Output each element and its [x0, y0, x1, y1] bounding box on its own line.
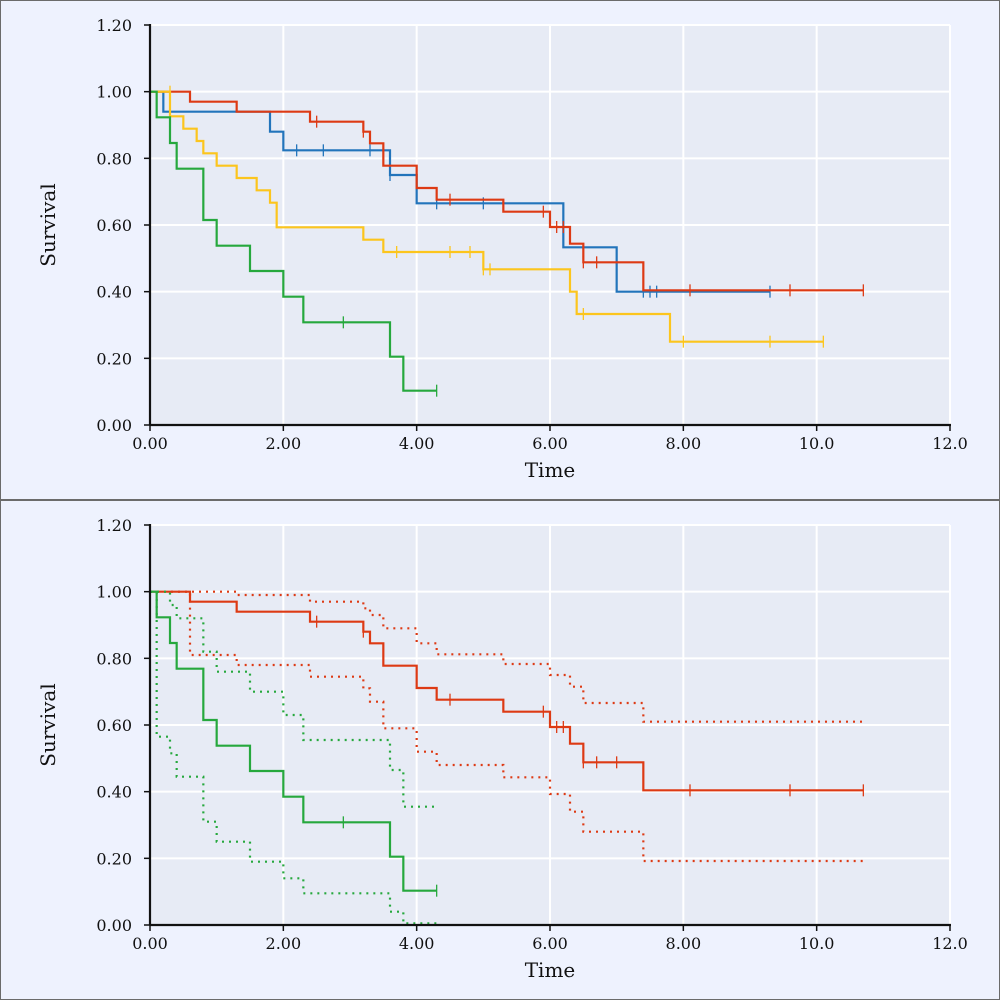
series-line-2 [150, 590, 864, 863]
x-tick-label: 4.00 [399, 434, 435, 453]
series-line-3 [150, 90, 437, 392]
y-tick-label: 0.40 [96, 283, 132, 302]
y-axis-title: Survival [36, 683, 60, 766]
y-tick-label: 1.00 [96, 83, 132, 102]
survival-chart-bottom: 0.00 2.00 4.00 6.00 8.00 10.0 12.0 0.00 0.20 0.40… [36, 516, 968, 982]
y-tick-label: 0.20 [96, 349, 132, 368]
y-tick-label: 1.20 [96, 16, 132, 35]
x-tick-label: 4.00 [399, 934, 435, 953]
y-tick-label: 0.00 [96, 416, 132, 435]
x-tick-label: 10.0 [799, 934, 835, 953]
y-tick-label: 0.60 [96, 716, 132, 735]
x-tick-label: 0.00 [132, 434, 168, 453]
series-line-2 [150, 90, 824, 343]
x-tick-label: 6.00 [532, 934, 568, 953]
y-tick-label: 0.20 [96, 849, 132, 868]
chart-panel-bottom: 0.00 2.00 4.00 6.00 8.00 10.0 12.0 0.00 0.20 0.40… [0, 500, 1000, 1000]
y-tick-label: 1.20 [96, 516, 132, 535]
series-line-3 [150, 590, 437, 892]
series-line-4 [150, 590, 437, 808]
x-tick-label: 8.00 [666, 434, 702, 453]
x-tick-label: 2.00 [266, 434, 302, 453]
x-tick-label: 0.00 [132, 934, 168, 953]
x-tick-label: 2.00 [266, 934, 302, 953]
y-tick-label: 0.00 [96, 916, 132, 935]
x-tick-label: 6.00 [532, 434, 568, 453]
y-tick-label: 1.00 [96, 583, 132, 602]
x-axis-title: Time [525, 458, 576, 482]
survival-chart-top: 0.00 2.00 4.00 6.00 8.00 10.0 12.0 0.00 0.20 0.40… [36, 16, 968, 482]
series-line-0 [150, 590, 864, 792]
x-tick-label: 12.0 [932, 434, 968, 453]
y-axis-title: Survival [36, 183, 60, 266]
y-tick-label: 0.40 [96, 783, 132, 802]
x-tick-label: 12.0 [932, 934, 968, 953]
x-axis-title: Time [525, 958, 576, 982]
series-line-1 [150, 90, 864, 292]
chart-panel-top: 0.00 2.00 4.00 6.00 8.00 10.0 12.0 0.00 0.20 0.40… [0, 0, 1000, 500]
y-tick-label: 0.80 [96, 649, 132, 668]
y-tick-label: 0.60 [96, 216, 132, 235]
x-tick-label: 8.00 [666, 934, 702, 953]
y-tick-label: 0.80 [96, 149, 132, 168]
x-tick-label: 10.0 [799, 434, 835, 453]
